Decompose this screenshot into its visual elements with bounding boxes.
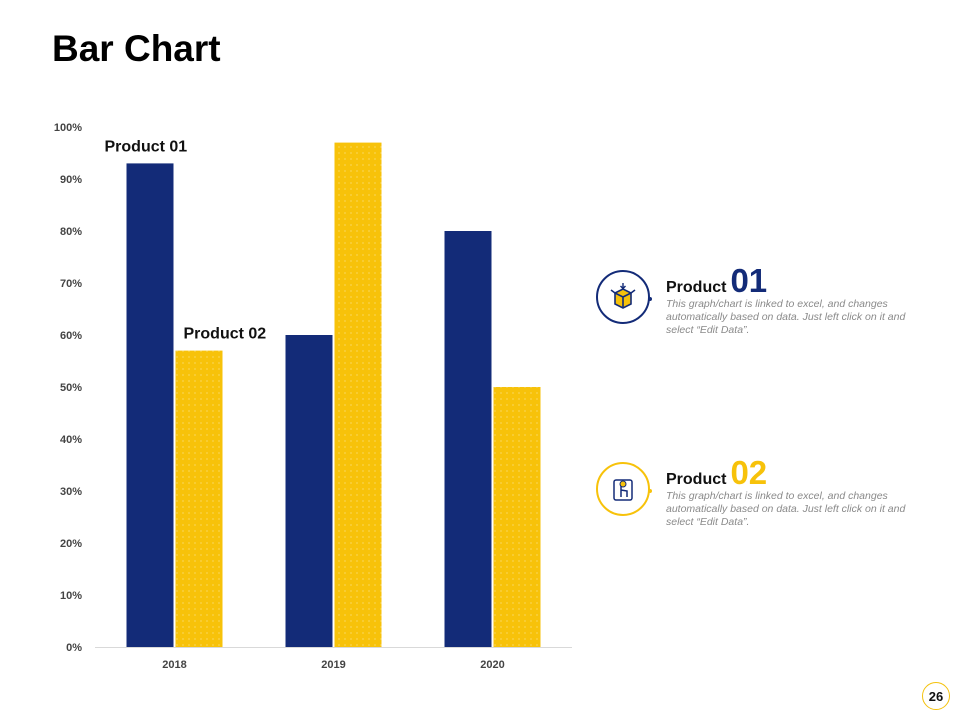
series-label: Product 02 — [184, 326, 267, 343]
legend-description: This graph/chart is linked to excel, and… — [666, 490, 906, 528]
bar-product-01-2019 — [285, 335, 333, 647]
y-tick-label: 100% — [54, 122, 82, 134]
y-tick-label: 70% — [60, 278, 82, 290]
x-axis-tick-labels: 2018 2019 2020 — [162, 659, 504, 671]
x-tick-label: 2019 — [321, 659, 345, 671]
hand-tap-box-icon — [596, 462, 652, 516]
y-tick-label: 50% — [60, 382, 82, 394]
legend-item-product-01: Product 01 This graph/chart is linked to … — [596, 262, 926, 340]
series-label: Product 01 — [105, 138, 188, 155]
y-tick-label: 60% — [60, 330, 82, 342]
series-labels: Product 01 Product 02 — [105, 138, 267, 342]
legend-word: Product — [666, 279, 727, 296]
y-axis-tick-labels: 0% 10% 20% 30% 40% 50% 60% 70% 80% 90% 100% — [54, 122, 82, 654]
bar-product-01-2018 — [126, 163, 174, 647]
y-tick-label: 80% — [60, 226, 82, 238]
legend-heading: Product 02 — [666, 454, 767, 492]
legend-heading: Product 01 — [666, 262, 767, 300]
y-tick-label: 30% — [60, 486, 82, 498]
x-tick-label: 2020 — [480, 659, 504, 671]
y-tick-label: 90% — [60, 174, 82, 186]
legend-word: Product — [666, 471, 727, 488]
y-tick-label: 10% — [60, 590, 82, 602]
legend-item-product-02: Product 02 This graph/chart is linked to … — [596, 454, 926, 532]
legend-description: This graph/chart is linked to excel, and… — [666, 298, 906, 336]
page-number: 26 — [922, 682, 950, 710]
bars — [126, 142, 541, 647]
y-tick-label: 40% — [60, 434, 82, 446]
bar-texture — [493, 387, 541, 647]
y-tick-label: 0% — [66, 642, 82, 654]
y-tick-label: 20% — [60, 538, 82, 550]
bar-texture — [175, 350, 223, 647]
x-tick-label: 2018 — [162, 659, 186, 671]
page-title: Bar Chart — [52, 28, 221, 69]
open-box-icon — [596, 270, 652, 324]
legend-number: 01 — [730, 262, 768, 299]
legend-number: 02 — [730, 454, 768, 491]
bar-product-01-2020 — [444, 231, 492, 647]
bar-texture — [334, 142, 382, 647]
